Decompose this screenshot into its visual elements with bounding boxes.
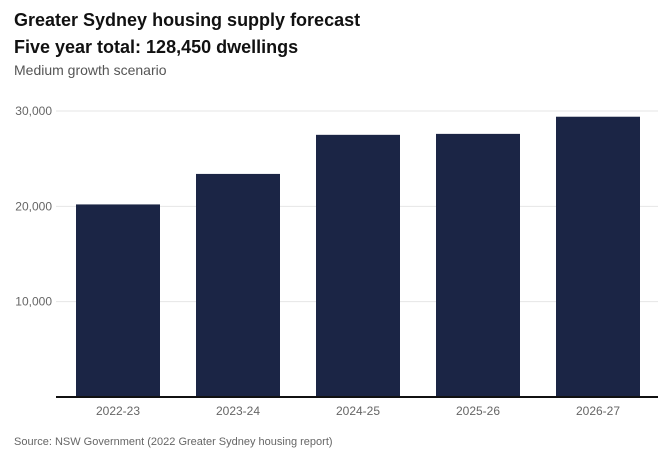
y-tick-label: 10,000: [15, 295, 52, 309]
x-tick-label: 2022-23: [96, 404, 140, 418]
y-tick-label: 30,000: [15, 104, 52, 118]
bar: [436, 133, 520, 397]
chart-title-line-2: Five year total: 128,450 dwellings: [14, 37, 299, 57]
x-tick-label: 2026-27: [576, 404, 620, 418]
x-tick-label: 2025-26: [456, 404, 500, 418]
source-note: Source: NSW Government (2022 Greater Syd…: [14, 436, 333, 448]
bar: [316, 134, 400, 398]
bar: [196, 173, 280, 397]
x-tick-label: 2023-24: [216, 404, 260, 418]
y-tick-label: 20,000: [15, 199, 52, 213]
bar: [76, 204, 160, 397]
bar: [556, 116, 640, 397]
chart-title-line-1: Greater Sydney housing supply forecast: [14, 10, 361, 30]
chart-title: Greater Sydney housing supply forecast F…: [14, 7, 360, 61]
x-tick-label: 2024-25: [336, 404, 380, 418]
chart-subtitle: Medium growth scenario: [14, 62, 167, 78]
